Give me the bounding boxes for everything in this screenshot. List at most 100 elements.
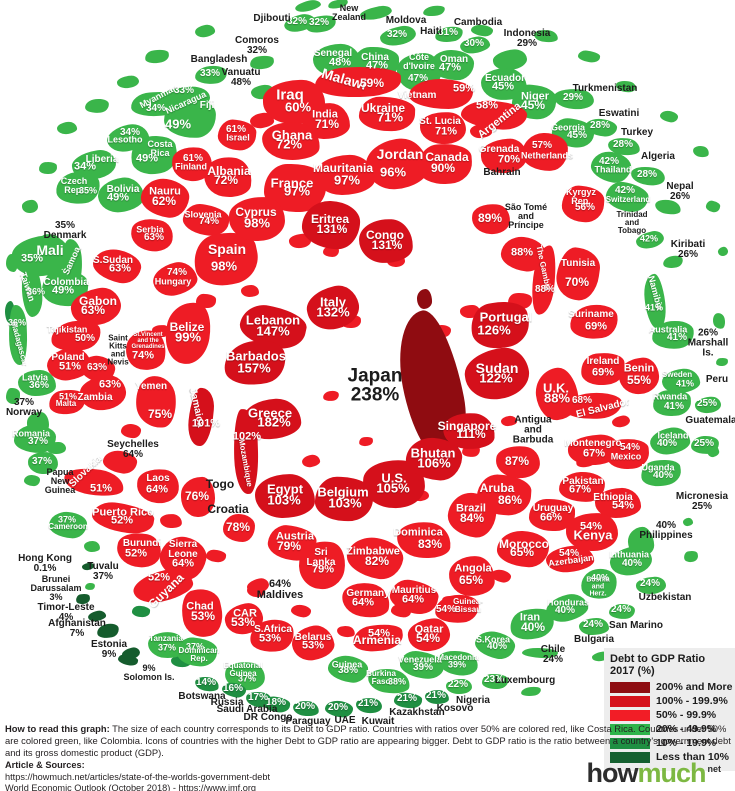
country-shape-czech-rep (53, 169, 103, 207)
country-shape-peru (694, 395, 722, 415)
country-shape-kazakhstan (393, 691, 423, 709)
country-shape-fragment (470, 23, 494, 37)
country-label-hong-kong: Hong Kong 0.1% (18, 552, 72, 574)
country-shape-trinidad-and-tobago (634, 229, 666, 251)
logo-net: net (707, 764, 722, 774)
country-shape-romania (13, 425, 56, 453)
country-label-moldova: Moldova (385, 14, 427, 26)
country-shape-fragment (615, 79, 637, 93)
country-shape-saudi-arabia (244, 689, 274, 709)
country-shape-fragment (294, 0, 322, 14)
country-label-kazakhstan: Kazakhstan (389, 706, 445, 718)
country-label-brunei-darussalam: Brunei Darussalam 3% (30, 574, 82, 603)
country-shape-kosovo (424, 689, 450, 705)
country-shape-fragment (416, 288, 432, 310)
legend-row: Less than 10% (610, 751, 731, 763)
country-shape-puerto-rico (89, 498, 156, 538)
legend-swatch (610, 681, 650, 693)
country-label-solomon-is: 9% Solomon Is. (123, 662, 175, 682)
country-shape-germany (338, 578, 393, 621)
country-shape-bangladesh (194, 64, 228, 86)
legend-swatch (610, 737, 650, 749)
country-label-comoros: Comoros 32% (235, 34, 279, 56)
country-shape-burundi (114, 529, 164, 571)
article-sources: Article & Sources: https://howmuch.net/a… (5, 760, 505, 791)
country-shape-canada (416, 141, 474, 186)
legend-row: 200% and More (610, 681, 732, 693)
country-shape-afghanistan (95, 621, 121, 641)
country-label-botswana: Botswana (178, 690, 226, 702)
logo-much: much (637, 758, 706, 788)
country-shape-kuwait (355, 696, 383, 714)
country-label-trinidad-and-tobago: Trinidad and Tobago (616, 209, 648, 236)
legend-label: 50% - 99.9% (656, 709, 717, 721)
country-shape-fragment (322, 389, 340, 403)
country-shape-uzbekistan (635, 575, 667, 595)
country-shape-togo (180, 476, 216, 518)
country-shape-laos (134, 466, 181, 505)
country-label-vanuatu: Vanuatu 48% (221, 66, 261, 88)
how-to-text: The size of each country corresponds to … (5, 723, 731, 758)
country-shape-nigeria (445, 678, 473, 694)
country-label-uzbekistan: Uzbekistan (638, 591, 692, 603)
legend: Debt to GDP Ratio 2017 (%) 200% and More… (604, 648, 735, 771)
country-label-s-o-tom-and-pr-ncipe: São Tomé and Príncipe (504, 202, 548, 231)
country-shape-fragment (116, 74, 140, 90)
country-shape-bulgaria (578, 617, 610, 635)
country-shape-fragment (290, 603, 312, 619)
legend-swatch (610, 695, 650, 707)
country-shape-cyprus (228, 196, 285, 241)
country-shape-fragment (705, 199, 721, 213)
country-shape-fragment (21, 199, 39, 213)
legend-label: Less than 10% (656, 751, 729, 763)
country-shape-luxembourg (482, 673, 508, 689)
country-shape-s-sudan (89, 245, 144, 287)
country-label-eswatini: Eswatini (598, 107, 640, 119)
country-shape-egypt (254, 472, 315, 519)
country-shape-st-lucia (419, 110, 467, 146)
country-shape-fragment (83, 540, 101, 552)
country-shape-rwanda (652, 388, 692, 418)
legend-row: 50% - 99.9% (610, 709, 731, 721)
legend-title: Debt to GDP Ratio 2017 (%) (610, 653, 706, 677)
country-label-nepal: Nepal 26% (666, 180, 694, 202)
legend-label: 10% - 19.9% (656, 737, 717, 749)
country-shape-uae (324, 699, 354, 719)
country-label-micronesia: Micronesia 25% (675, 490, 729, 512)
country-shape-fragment (577, 49, 601, 63)
country-label-algeria: Algeria (641, 150, 675, 162)
country-shape-nepal (653, 197, 683, 217)
country-shape-vietnam (408, 78, 473, 109)
country-shape-comoros (249, 53, 275, 71)
country-shape-netherlands (520, 132, 569, 172)
country-shape-fragment (422, 4, 446, 18)
country-shape-fragment (717, 245, 729, 257)
country-shape-fragment (358, 435, 374, 447)
source-link-article: https://howmuch.net/articles/state-of-th… (5, 771, 271, 782)
legend-row: 10% - 19.9% (610, 737, 731, 749)
country-shape-congo (357, 217, 415, 265)
country-shape-fragment (131, 604, 151, 618)
legend-swatch (610, 709, 650, 721)
how-to-note: How to read this graph: The size of each… (5, 723, 731, 758)
country-shape-belarus (289, 622, 337, 664)
country-shape-fragment (359, 4, 393, 22)
country-shape-moldova (378, 23, 418, 49)
country-shape-micronesia (682, 517, 694, 527)
source-link-imf: World Economic Outlook (October 2018) - … (5, 783, 257, 791)
country-shape-fragment (520, 685, 542, 697)
country-shape-bolivia (95, 175, 146, 215)
country-shape-kyrgyz-rep (560, 184, 606, 223)
country-shape-fragment (683, 549, 699, 563)
country-shape-belize (160, 298, 215, 368)
how-to-title: How to read this graph: (5, 723, 110, 734)
legend-row: 20% - 49.9% (610, 723, 731, 735)
country-label-kosovo: Kosovo (436, 702, 474, 714)
country-shape-haiti (433, 24, 465, 44)
country-shape-jamaica (186, 386, 216, 448)
country-shape-fragment (692, 144, 710, 158)
country-shape-suriname (567, 301, 620, 343)
country-label-antigua-and-barbuda: Antigua and Barbuda (512, 414, 554, 447)
country-label-san-marino: San Marino (609, 619, 663, 631)
country-label-nigeria: Nigeria (456, 694, 490, 706)
